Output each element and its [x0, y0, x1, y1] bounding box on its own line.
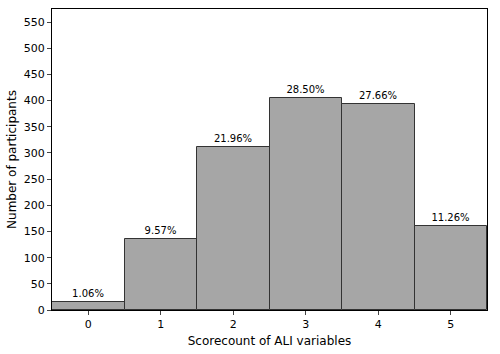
svg-text:3: 3: [302, 318, 309, 331]
svg-text:350: 350: [24, 121, 45, 134]
svg-text:300: 300: [24, 147, 45, 160]
svg-text:0: 0: [38, 304, 45, 317]
svg-text:21.96%: 21.96%: [214, 133, 252, 144]
svg-text:5: 5: [447, 318, 454, 331]
svg-text:1.06%: 1.06%: [72, 288, 104, 299]
svg-text:550: 550: [24, 16, 45, 29]
svg-text:2: 2: [230, 318, 237, 331]
svg-text:150: 150: [24, 225, 45, 238]
svg-text:28.50%: 28.50%: [286, 84, 324, 95]
svg-text:27.66%: 27.66%: [359, 90, 397, 101]
svg-text:0: 0: [85, 318, 92, 331]
svg-text:1: 1: [157, 318, 164, 331]
svg-text:400: 400: [24, 94, 45, 107]
svg-text:Scorecount of ALI variables: Scorecount of ALI variables: [188, 334, 352, 348]
svg-text:50: 50: [31, 278, 45, 291]
svg-text:4: 4: [375, 318, 382, 331]
svg-text:11.26%: 11.26%: [431, 212, 469, 223]
svg-text:500: 500: [24, 42, 45, 55]
svg-text:450: 450: [24, 68, 45, 81]
svg-text:200: 200: [24, 199, 45, 212]
svg-text:250: 250: [24, 173, 45, 186]
svg-text:100: 100: [24, 252, 45, 265]
svg-text:Number of participants: Number of participants: [5, 90, 19, 229]
svg-text:9.57%: 9.57%: [145, 225, 177, 236]
